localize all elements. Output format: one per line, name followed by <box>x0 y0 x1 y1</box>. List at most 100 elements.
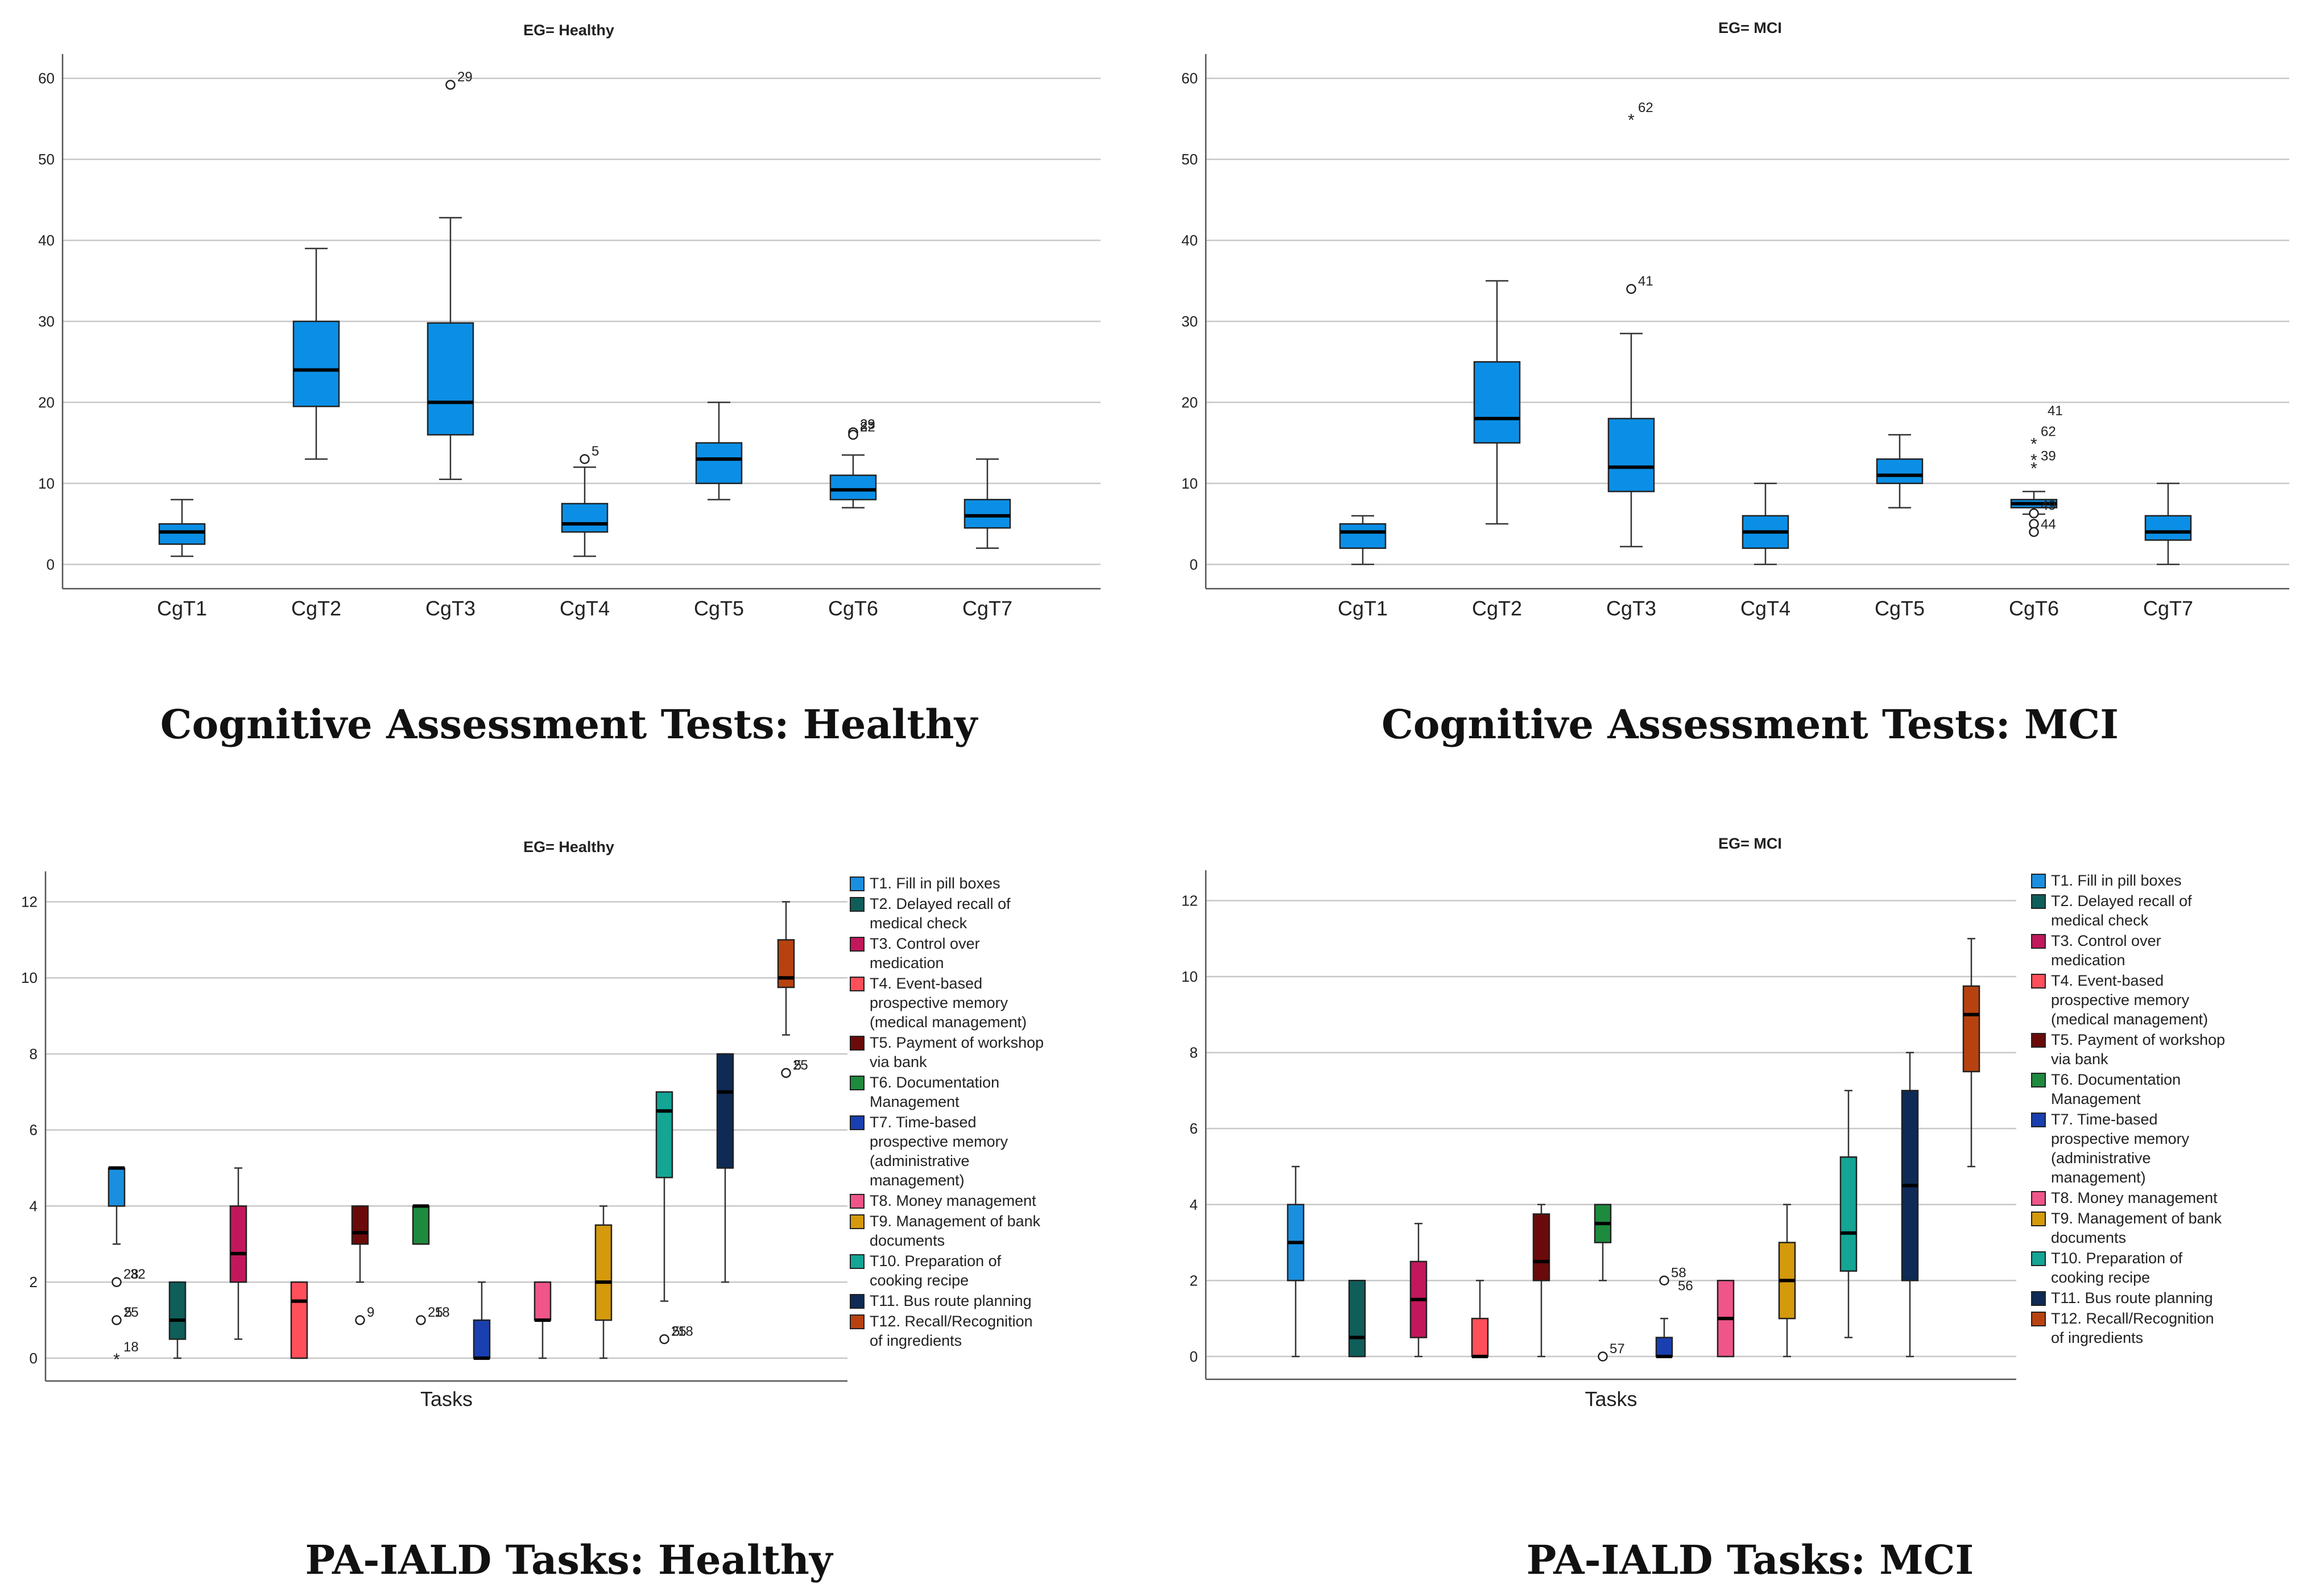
legend-label: T9. Management of bank documents <box>2051 1210 2222 1246</box>
legend-swatch <box>2031 934 2046 949</box>
x-tick-label: CgT7 <box>2143 597 2193 620</box>
legend-label: T6. Documentation Management <box>2051 1071 2181 1107</box>
box-t9 <box>594 1205 613 1359</box>
x-axis-label: Tasks <box>1585 1387 1637 1411</box>
outlier-label: 22 <box>860 419 875 435</box>
y-tick-label: 60 <box>38 70 55 87</box>
box-rect <box>427 322 474 436</box>
box-t3 <box>229 1167 247 1340</box>
outlier-label: 44 <box>2041 516 2056 532</box>
legend-swatch <box>850 1214 865 1229</box>
legend-label: T1. Fill in pill boxes <box>870 875 1000 892</box>
chart-title: EG= MCI <box>1718 835 1782 852</box>
extreme-star-marker: * <box>2030 459 2037 478</box>
outlier-label: 5 <box>672 1324 680 1339</box>
box-t12 <box>1962 937 1980 1168</box>
outlier-circle <box>416 1315 426 1325</box>
box-rect <box>229 1205 247 1283</box>
box-rect <box>1839 1156 1858 1272</box>
legend-label: T10. Preparation of cooking recipe <box>870 1252 1002 1289</box>
box-rect <box>292 320 340 407</box>
box-t6: 57 <box>1594 1204 1625 1362</box>
outlier-label: 32 <box>130 1267 146 1282</box>
legend-label: T3. Control over medication <box>2051 932 2161 969</box>
outlier-label: 25 <box>428 1305 443 1320</box>
box-t8 <box>533 1281 552 1359</box>
box-rect <box>1532 1213 1550 1281</box>
legend-label: T12. Recall/Recognition of ingredients <box>870 1313 1033 1349</box>
y-tick-label: 20 <box>38 394 55 411</box>
box-rect <box>829 474 877 501</box>
box-rect <box>158 523 206 545</box>
box-rect <box>1655 1337 1673 1358</box>
box-t9 <box>1778 1204 1796 1358</box>
legend-item: T8. Money management <box>850 1192 1036 1209</box>
y-tick-label: 8 <box>1190 1044 1198 1061</box>
legend-item: T3. Control over medication <box>850 935 980 971</box>
x-tick-label: CgT1 <box>1338 597 1388 620</box>
legend-item: T10. Preparation of cooking recipe <box>850 1252 1002 1289</box>
legend-item: T9. Management of bank documents <box>850 1213 1041 1249</box>
legend-swatch <box>2031 1191 2046 1206</box>
box-rect <box>168 1281 187 1340</box>
figure-caption: PA-IALD Tasks: Healthy <box>305 1536 833 1583</box>
legend-item: T6. Documentation Management <box>850 1074 999 1110</box>
x-tick-label: CgT7 <box>962 597 1012 620</box>
legend-item: T4. Event-based prospective memory (medica… <box>2031 972 2208 1028</box>
legend-label: T6. Documentation Management <box>870 1074 999 1110</box>
box-cgt4: 5 <box>561 444 609 557</box>
box-rect <box>473 1319 491 1359</box>
legend-swatch <box>2031 874 2046 888</box>
legend-swatch <box>850 897 865 912</box>
x-tick-label: CgT1 <box>157 597 207 620</box>
box-cgt5 <box>695 402 743 501</box>
box-t11 <box>716 1053 734 1283</box>
legend-label: T5. Payment of workshop via bank <box>2051 1031 2225 1068</box>
extreme-star-marker: * <box>2030 435 2037 454</box>
box-rect <box>777 939 795 989</box>
box-t5: 9 <box>351 1205 374 1325</box>
outlier-label: 29 <box>457 69 473 85</box>
y-tick-label: 2 <box>30 1274 38 1291</box>
box-t4 <box>290 1281 308 1359</box>
outlier-circle <box>111 1277 122 1287</box>
y-tick-label: 8 <box>30 1045 38 1062</box>
box-rect <box>716 1053 734 1169</box>
legend-swatch <box>850 876 865 891</box>
legend-item: T5. Payment of workshop via bank <box>2031 1031 2225 1068</box>
y-tick-label: 30 <box>1181 313 1198 330</box>
outlier-label: 9 <box>367 1305 374 1320</box>
outlier-label: 57 <box>1610 1341 1625 1357</box>
outlier-circle <box>445 80 456 90</box>
chart-title: EG= MCI <box>1718 19 1782 36</box>
box-cgt7 <box>2144 482 2192 565</box>
outlier-label: 5 <box>592 444 599 459</box>
box-cgt7 <box>963 458 1011 549</box>
box-rect <box>1607 417 1655 493</box>
legend-label: T12. Recall/Recognition of ingredients <box>2051 1310 2214 1346</box>
outlier-label: 18 <box>678 1324 693 1339</box>
box-rect <box>533 1281 552 1321</box>
y-tick-label: 4 <box>1190 1196 1198 1213</box>
legend-label: T11. Bus route planning <box>2051 1289 2213 1306</box>
outlier-circle <box>2029 508 2039 519</box>
figure-caption: Cognitive Assessment Tests: Healthy <box>160 701 979 748</box>
extreme-star-marker: * <box>1628 111 1635 130</box>
legend-item: T5. Payment of workshop via bank <box>850 1034 1044 1070</box>
box-rect <box>351 1205 369 1245</box>
legend-item: T12. Recall/Recognition of ingredients <box>850 1313 1033 1349</box>
legend-swatch <box>2031 974 2046 989</box>
legend-swatch <box>850 977 865 991</box>
y-tick-label: 60 <box>1181 70 1198 87</box>
box-rect <box>412 1205 430 1245</box>
legend-swatch <box>2031 1073 2046 1088</box>
outlier-circle <box>781 1068 791 1078</box>
x-tick-label: CgT3 <box>1606 597 1656 620</box>
outlier-label: 28 <box>123 1267 139 1282</box>
y-tick-label: 10 <box>21 969 38 986</box>
box-rect <box>1348 1280 1366 1358</box>
outlier-circle <box>2029 519 2039 529</box>
